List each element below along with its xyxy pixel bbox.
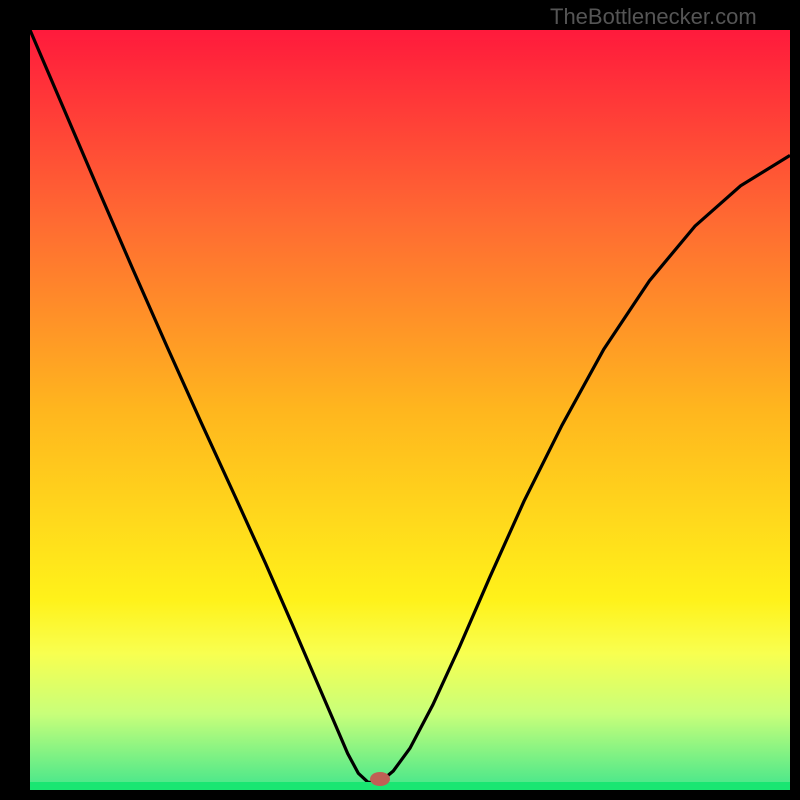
green-baseline-strip xyxy=(30,782,790,790)
bottleneck-curve xyxy=(30,30,790,790)
curve-line xyxy=(30,30,790,782)
watermark-text: TheBottlenecker.com xyxy=(550,4,757,30)
plot-area xyxy=(30,30,790,790)
optimal-point-marker xyxy=(370,772,390,786)
